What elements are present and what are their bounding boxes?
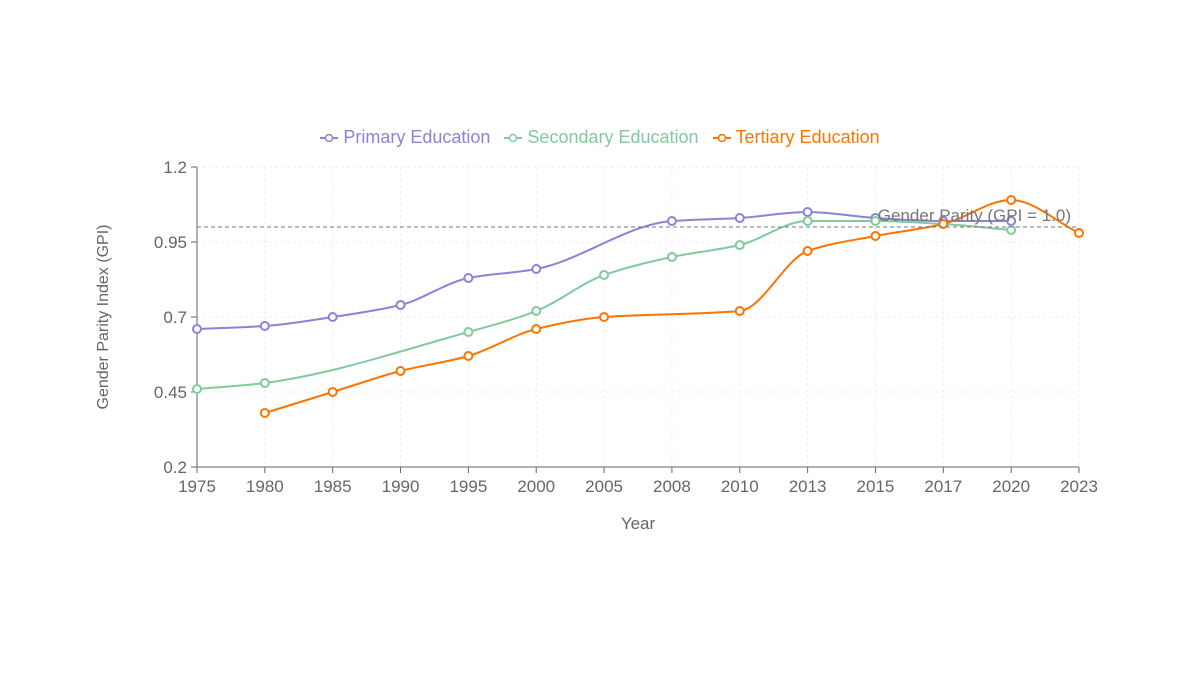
x-axis-label: Year: [621, 514, 656, 533]
y-tick-label: 0.7: [163, 308, 187, 327]
x-tick-label: 2020: [992, 477, 1030, 496]
data-point: [1006, 225, 1017, 235]
x-tick-label: 2017: [924, 477, 962, 496]
data-point: [870, 216, 881, 226]
legend-item[interactable]: Primary Education: [320, 127, 490, 148]
data-point: [463, 351, 474, 361]
y-tick-label: 0.45: [154, 383, 187, 402]
legend-line-icon: [320, 133, 339, 142]
data-point: [1006, 195, 1017, 205]
data-point: [192, 384, 202, 394]
data-point: [463, 273, 474, 283]
legend-label: Tertiary Education: [735, 127, 880, 147]
reference-line-label: Gender Parity (GPI = 1.0): [878, 206, 1071, 225]
legend-line-icon: [504, 133, 523, 142]
x-tick-label: 2000: [517, 477, 555, 496]
reference-line: Gender Parity (GPI = 1.0): [197, 206, 1079, 228]
x-tick-label: 2013: [789, 477, 827, 496]
y-axis-label: Gender Parity Index (GPI): [95, 225, 112, 410]
data-point: [599, 270, 610, 280]
data-point: [531, 264, 542, 274]
data-point: [734, 240, 745, 250]
x-tick-label: 2008: [653, 477, 691, 496]
legend-label: Secondary Education: [527, 127, 699, 147]
data-point: [395, 300, 406, 310]
data-point: [327, 312, 338, 322]
data-point: [666, 216, 677, 226]
x-tick-label: 2010: [721, 477, 759, 496]
legend-line-icon: [712, 133, 731, 142]
y-tick-label: 1.2: [163, 158, 187, 177]
data-point: [802, 216, 813, 226]
data-point: [531, 324, 542, 334]
data-point: [327, 387, 338, 397]
series-lines: [192, 195, 1084, 418]
legend: Primary Education Secondary Education Tert…: [0, 127, 1200, 148]
y-tick-label: 0.2: [163, 458, 187, 477]
series-line-1: [196, 219, 1012, 390]
x-tick-label: 2015: [857, 477, 895, 496]
data-point: [192, 324, 202, 334]
data-point: [259, 408, 270, 418]
axes: 1975 1980 1985 1990 1995 2000 2005 2008 2010 2013…: [154, 158, 1098, 496]
data-point: [870, 231, 881, 241]
data-point: [1074, 228, 1084, 238]
x-tick-label: 1985: [314, 477, 352, 496]
data-point: [666, 252, 677, 262]
x-tick-label: 1995: [449, 477, 487, 496]
data-point: [395, 366, 406, 376]
data-point: [938, 219, 949, 229]
data-point: [463, 327, 474, 337]
x-tick-label: 1975: [178, 477, 216, 496]
data-point: [802, 246, 813, 256]
data-point: [259, 378, 270, 388]
legend-label: Primary Education: [343, 127, 491, 147]
x-tick-label: 1980: [246, 477, 284, 496]
x-tick-label: 2005: [585, 477, 623, 496]
data-point: [259, 321, 270, 331]
data-point: [802, 207, 813, 217]
data-point: [734, 213, 745, 223]
x-tick-label: 2023: [1060, 477, 1098, 496]
legend-item[interactable]: Secondary Education: [504, 127, 699, 148]
data-point: [599, 312, 610, 322]
legend-item[interactable]: Tertiary Education: [712, 127, 880, 148]
data-point: [531, 306, 542, 316]
data-point: [734, 306, 745, 316]
y-tick-label: 0.95: [154, 233, 187, 252]
x-tick-label: 1990: [382, 477, 420, 496]
